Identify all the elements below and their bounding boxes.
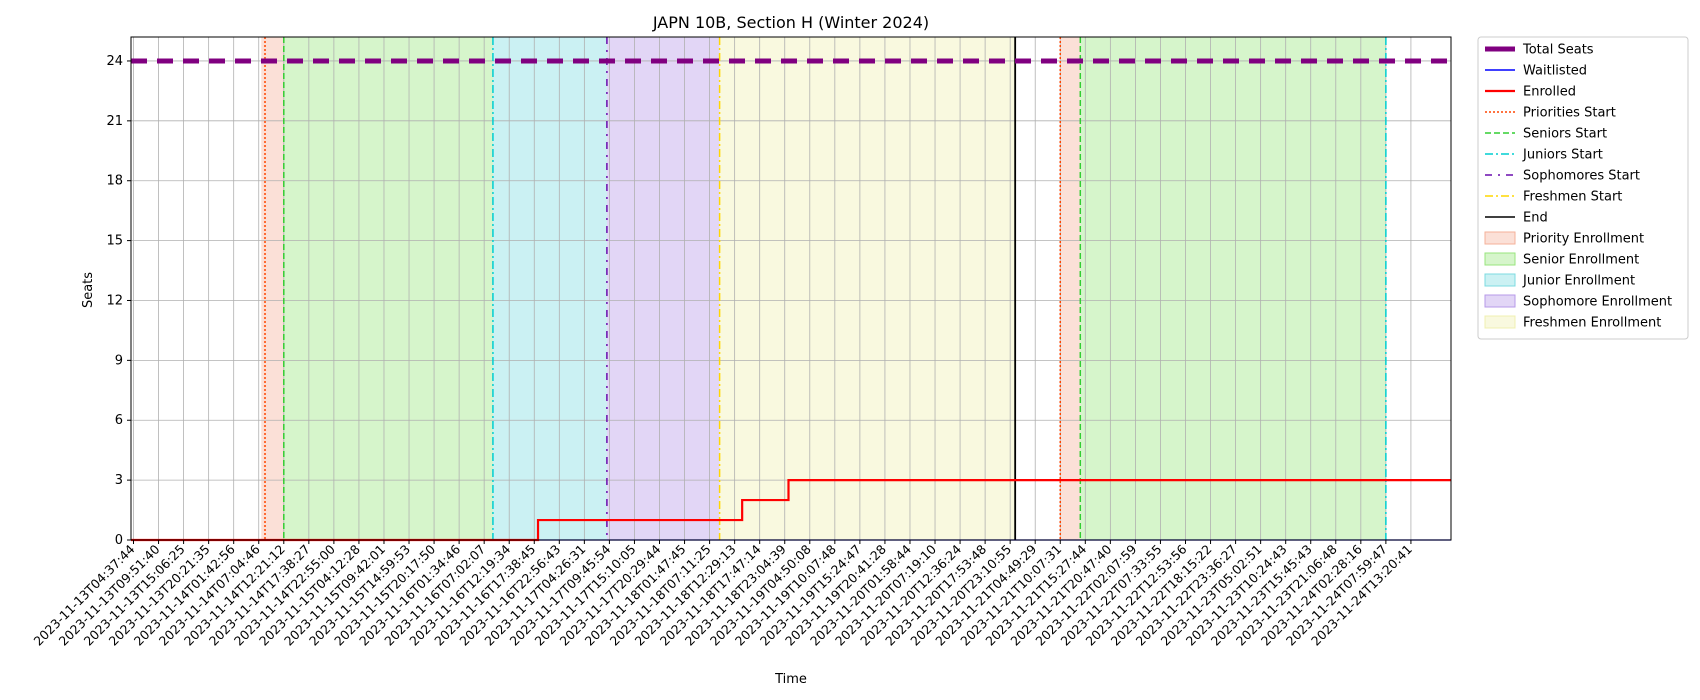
legend-label: Freshmen Enrollment bbox=[1523, 316, 1661, 331]
y-tick-label: 3 bbox=[115, 473, 123, 488]
y-tick-label: 15 bbox=[106, 234, 123, 249]
legend-label: Priorities Start bbox=[1523, 106, 1616, 121]
y-tick-label: 9 bbox=[115, 353, 123, 368]
legend-label: Waitlisted bbox=[1523, 64, 1587, 79]
period-band bbox=[1060, 37, 1081, 540]
legend-label: Seniors Start bbox=[1523, 127, 1607, 142]
legend-label: Sophomores Start bbox=[1523, 169, 1640, 184]
period-band bbox=[261, 37, 284, 540]
y-tick-label: 6 bbox=[115, 413, 123, 428]
period-band bbox=[283, 37, 493, 540]
legend-label: End bbox=[1523, 211, 1548, 226]
legend-swatch bbox=[1484, 294, 1516, 308]
y-tick-label: 21 bbox=[106, 114, 123, 129]
plot-area: 036912151821242023-11-13T04:37:442023-11… bbox=[31, 36, 1452, 649]
legend-label: Junior Enrollment bbox=[1522, 274, 1635, 289]
legend-swatch bbox=[1484, 252, 1516, 266]
chart-title: JAPN 10B, Section H (Winter 2024) bbox=[652, 13, 929, 32]
legend-box bbox=[1477, 36, 1689, 340]
y-tick-label: 24 bbox=[106, 54, 123, 69]
period-band bbox=[492, 37, 607, 540]
legend-label: Priority Enrollment bbox=[1523, 232, 1644, 247]
legend-swatch bbox=[1484, 315, 1516, 329]
y-tick-label: 12 bbox=[106, 293, 123, 308]
y-tick-label: 0 bbox=[115, 533, 123, 548]
period-band bbox=[606, 37, 720, 540]
period-band bbox=[1080, 37, 1386, 540]
legend-label: Freshmen Start bbox=[1523, 190, 1622, 205]
legend: Total Seats Waitlisted Enrolled Priorities … bbox=[1477, 36, 1689, 340]
y-axis-label: Seats bbox=[81, 272, 96, 308]
x-axis-label: Time bbox=[774, 672, 807, 687]
series-line bbox=[131, 479, 1451, 542]
legend-label: Total Seats bbox=[1522, 43, 1594, 58]
legend-swatch bbox=[1484, 231, 1516, 245]
period-band bbox=[719, 37, 1016, 540]
legend-label: Sophomore Enrollment bbox=[1523, 295, 1672, 310]
legend-label: Senior Enrollment bbox=[1523, 253, 1639, 268]
legend-swatch bbox=[1484, 273, 1516, 287]
y-tick-label: 18 bbox=[106, 174, 123, 189]
plot-frame bbox=[130, 36, 1452, 541]
legend-label: Juniors Start bbox=[1522, 148, 1603, 163]
legend-label: Enrolled bbox=[1523, 85, 1576, 100]
